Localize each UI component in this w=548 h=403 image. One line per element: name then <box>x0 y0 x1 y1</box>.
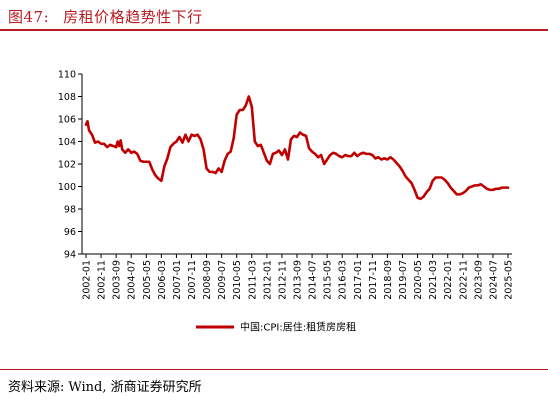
y-tick-label: 110 <box>58 70 76 81</box>
x-tick-label: 2012-01 <box>262 260 273 300</box>
y-tick-label: 104 <box>58 137 76 148</box>
line-chart: 94 96 98 100 102 104 106 108 110 2002-01 2002-11 20… <box>58 70 515 334</box>
y-tick-label: 100 <box>58 182 76 193</box>
y-tick-label: 106 <box>58 115 76 126</box>
y-tick-label: 98 <box>64 205 76 216</box>
x-tick-label: 2009-07 <box>217 260 228 300</box>
x-tick-label: 2024-07 <box>488 260 499 300</box>
x-tick-label: 2022-01 <box>443 260 454 300</box>
figure-title-text: 房租价格趋势性下行 <box>63 8 203 26</box>
x-tick-label: 2007-01 <box>172 260 183 300</box>
x-tick-label: 2002-11 <box>97 260 108 300</box>
y-tick-label: 102 <box>58 160 76 171</box>
figure-number: 图47: <box>8 8 50 26</box>
x-tick-label: 2006-03 <box>157 260 168 300</box>
x-tick-label: 2011-03 <box>247 260 258 300</box>
x-tick-label: 2019-07 <box>398 260 409 300</box>
x-tick-label: 2005-05 <box>142 260 153 300</box>
x-tick-label: 2004-07 <box>127 260 138 300</box>
x-tick-label: 2017-01 <box>353 260 364 300</box>
title-divider <box>0 29 548 31</box>
x-tick-label: 2016-03 <box>338 260 349 300</box>
x-tick-label: 2007-11 <box>187 260 198 300</box>
y-tick-label: 108 <box>58 92 76 103</box>
y-tick-label: 96 <box>64 227 76 238</box>
x-tick-label: 2012-11 <box>277 260 288 300</box>
x-tick-label: 2003-09 <box>112 260 123 300</box>
x-tick-label: 2022-11 <box>458 260 469 300</box>
source-text: Wind, 浙商证券研究所 <box>68 380 202 395</box>
x-tick-label: 2021-03 <box>428 260 439 300</box>
x-tick-label: 2014-07 <box>308 260 319 300</box>
x-tick-label: 2023-09 <box>473 260 484 300</box>
x-tick-label: 2025-05 <box>504 260 515 300</box>
x-tick-label: 2010-05 <box>232 260 243 300</box>
legend-label: 中国:CPI:居住:租赁房房租 <box>240 321 356 334</box>
x-tick-label: 2018-09 <box>383 260 394 300</box>
source-label: 资料来源: <box>8 380 65 395</box>
series-line <box>84 95 510 201</box>
source-divider <box>0 369 548 370</box>
x-tick-label: 2002-01 <box>82 260 93 300</box>
x-tick-label: 2017-11 <box>368 260 379 300</box>
figure-title: 图47: 房租价格趋势性下行 <box>8 6 203 27</box>
source-note: 资料来源: Wind, 浙商证券研究所 <box>8 376 202 395</box>
x-tick-label: 2008-09 <box>202 260 213 300</box>
x-tick-label: 2015-05 <box>323 260 334 300</box>
x-tick-label: 2020-05 <box>413 260 424 300</box>
x-tick-label: 2013-09 <box>293 260 304 300</box>
y-tick-label: 94 <box>64 250 76 261</box>
